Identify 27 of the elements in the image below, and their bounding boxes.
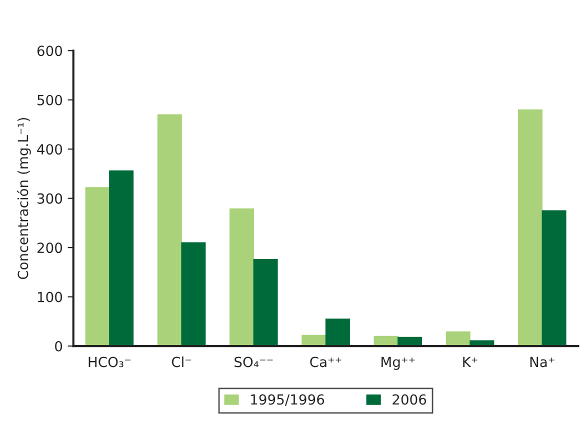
bar [85,187,110,346]
bar [518,109,542,346]
x-tick-label: Mg⁺⁺ [382,356,415,370]
y-tick-label: 600 [37,46,62,56]
y-axis-title: Concentración (mg.L⁻¹) [16,118,31,280]
bar [446,331,470,346]
y-tick-label: 400 [37,144,62,155]
y-tick-label: 200 [37,242,62,254]
bar [253,259,278,346]
x-tick-label: Na⁺ [530,356,554,368]
y-tick-label: 500 [38,94,62,106]
bar [157,114,182,346]
bar [109,170,134,346]
y-tick-label: 300 [38,193,62,204]
x-tick-label: Ca⁺⁺ [310,356,342,368]
legend-label: 1995/1996 [251,394,324,406]
bar [542,210,566,346]
x-tick-label: HCO₃⁻ [88,356,130,368]
legend-label: 2006 [392,394,426,405]
x-tick-label: SO₄⁻⁻ [234,356,273,368]
y-tick-label: 100 [38,292,62,302]
x-tick-label: K⁺ [463,356,478,368]
bar [181,242,206,346]
y-tick-label: 0 [55,341,62,352]
bar [230,208,254,346]
bar [325,318,350,346]
x-tick-label: Cl⁻ [172,356,192,368]
